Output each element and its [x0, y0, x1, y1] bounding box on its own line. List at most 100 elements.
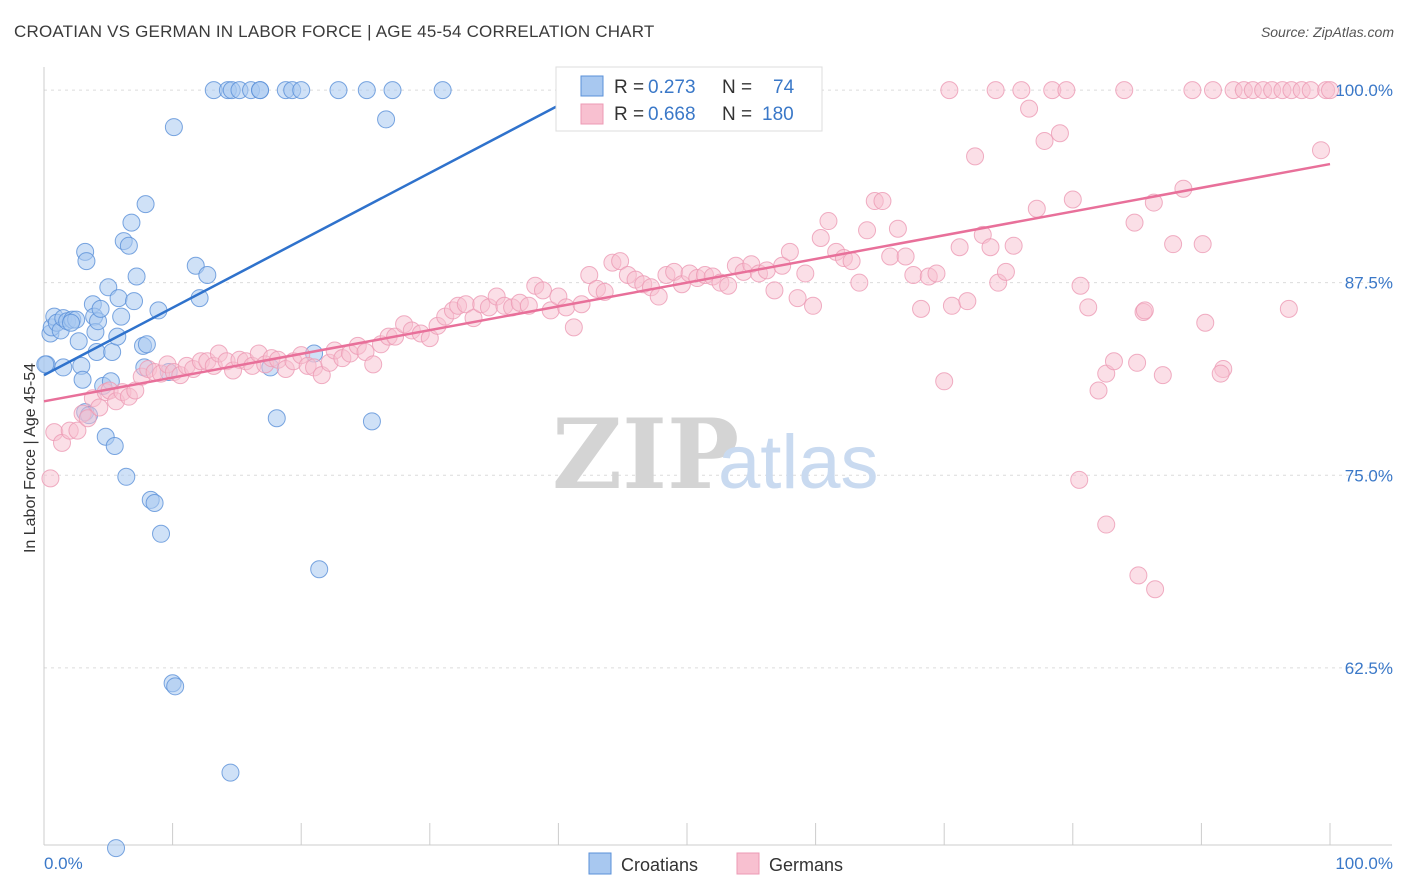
germans-trend-line	[43, 162, 1331, 403]
german-point	[1135, 301, 1154, 320]
croatian-point	[62, 313, 81, 332]
german-point	[364, 355, 383, 374]
german-point	[842, 252, 861, 271]
german-point	[1089, 381, 1108, 400]
y-tick-label: 62.5%	[1345, 659, 1393, 678]
german-point	[1057, 81, 1076, 100]
german-point	[966, 147, 985, 166]
chart-title: CROATIAN VS GERMAN IN LABOR FORCE | AGE …	[14, 22, 655, 41]
german-point	[804, 296, 823, 315]
german-point	[935, 372, 954, 391]
german-point	[1115, 81, 1134, 100]
german-point	[1125, 213, 1144, 232]
legend-r-label-croatians: R =	[614, 77, 644, 98]
x-tick-label: 100.0%	[1335, 854, 1393, 873]
german-point	[927, 264, 946, 283]
croatian-point	[127, 267, 146, 286]
legend-swatch-croatians	[580, 75, 604, 97]
german-point	[904, 265, 923, 284]
bottom-legend-swatch-germans	[736, 852, 760, 875]
croatian-point	[77, 252, 96, 271]
trend-lines	[43, 104, 1331, 403]
bottom-legend-swatch-croatians	[588, 852, 612, 875]
german-point	[78, 409, 97, 428]
german-point	[1097, 515, 1116, 534]
german-point	[811, 229, 830, 248]
german-point	[1104, 352, 1123, 371]
croatian-point	[166, 677, 185, 696]
grid-lines	[44, 89, 1392, 669]
croatian-point	[103, 343, 122, 362]
german-point	[981, 238, 1000, 257]
german-point	[649, 287, 668, 306]
german-point	[1128, 353, 1147, 372]
german-point	[881, 247, 900, 266]
german-point	[1279, 299, 1298, 318]
german-point	[1004, 236, 1023, 255]
german-point	[1153, 366, 1172, 385]
croatian-point	[69, 332, 88, 351]
german-point	[1146, 580, 1165, 599]
y-tick-label: 75.0%	[1345, 466, 1393, 485]
german-point	[1020, 99, 1039, 118]
german-point	[41, 469, 60, 488]
german-point	[1012, 81, 1031, 100]
legend-n-value-croatians: 74	[773, 77, 795, 98]
german-point	[757, 261, 776, 280]
croatian-point	[267, 409, 286, 428]
german-point	[958, 292, 977, 311]
german-point	[1027, 199, 1046, 218]
legend-n-label-germans: N =	[722, 104, 752, 125]
croatian-point	[136, 195, 155, 214]
german-point	[719, 276, 738, 295]
german-point	[912, 299, 931, 318]
german-point	[788, 289, 807, 308]
german-point	[858, 221, 877, 240]
german-point	[1164, 235, 1183, 254]
legend-r-value-germans: 0.668	[648, 104, 696, 125]
bottom-legend-label-germans: Germans	[769, 855, 843, 875]
legend-r-label-germans: R =	[614, 104, 644, 125]
y-tick-label: 87.5%	[1345, 274, 1393, 293]
german-point	[1301, 81, 1320, 100]
german-point	[819, 212, 838, 231]
legend-swatch-germans	[580, 103, 604, 125]
german-point	[1129, 566, 1148, 585]
german-point	[1203, 81, 1222, 100]
y-tick-labels: 62.5% 75.0% 87.5% 100.0%	[1335, 81, 1393, 678]
croatian-point	[105, 436, 124, 455]
croatian-point	[125, 292, 144, 311]
x-tick-label: 0.0%	[44, 854, 83, 873]
croatian-point	[251, 81, 270, 100]
german-point	[564, 318, 583, 337]
croatian-point	[357, 81, 376, 100]
chart-source: Source: ZipAtlas.com	[1260, 24, 1394, 40]
croatian-point	[119, 236, 138, 255]
croatian-point	[107, 839, 126, 858]
axes	[43, 67, 1392, 846]
german-point	[1035, 131, 1054, 150]
bottom-legend-label-croatians: Croatians	[621, 855, 698, 875]
croatian-point	[292, 81, 311, 100]
german-point	[1050, 124, 1069, 143]
watermark-atlas: atlas	[718, 420, 879, 505]
german-point	[533, 281, 552, 300]
german-point	[780, 242, 799, 261]
y-axis-title: In Labor Force | Age 45-54	[22, 363, 39, 553]
german-point	[796, 264, 815, 283]
legend-n-value-germans: 180	[762, 104, 794, 125]
croatian-point	[362, 412, 381, 431]
croatian-point	[73, 370, 92, 389]
croatian-point	[377, 110, 396, 129]
croatians-trend-line	[43, 104, 559, 377]
croatian-point	[433, 81, 452, 100]
croatians-points	[36, 81, 452, 858]
german-point	[90, 398, 109, 417]
german-point	[1311, 141, 1330, 160]
german-point	[1193, 235, 1212, 254]
german-point	[850, 273, 869, 292]
german-point	[940, 81, 959, 100]
german-point	[1070, 470, 1089, 489]
croatian-point	[109, 289, 128, 308]
